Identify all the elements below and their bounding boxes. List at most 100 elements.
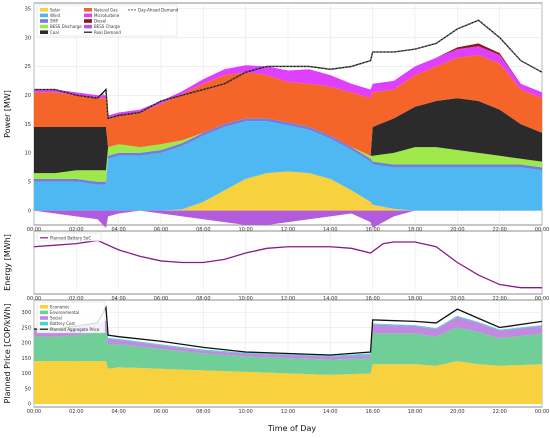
legend-swatch [40,316,48,320]
x-tick-label: 02:00 [69,227,83,233]
x-tick-label: 00:00 [27,409,41,415]
y-tick-label: 30 [25,35,31,41]
area-environmental [34,327,542,375]
x-tick-label: 02:00 [69,296,83,302]
legend-label: Wind [50,13,61,18]
legend-label: SHP [50,19,59,24]
y-tick-label: 250 [21,325,31,331]
x-tick-label: 16:00 [365,409,379,415]
x-tick-label: 00:00 [535,227,549,233]
y-tick-label: 150 [21,356,31,362]
legend-swatch [40,321,48,326]
x-tick-label: 06:00 [154,227,168,233]
area-microturbine [34,46,542,119]
legend: Planned Battery SoC [36,232,102,242]
legend-swatch [40,305,48,309]
x-tick-label: 20:00 [450,296,464,302]
x-tick-label: 14:00 [323,409,337,415]
legend-label: Day-Ahead Demand [138,7,179,12]
x-tick-label: 18:00 [408,296,422,302]
legend-label: Battery Cost [50,321,75,326]
legend-label: Social [50,316,62,321]
x-tick-label: 18:00 [408,227,422,233]
x-tick-label: 08:00 [196,227,210,233]
legend-swatch [84,13,92,18]
legend-label: Natural Gas [94,7,118,12]
x-tick-label: 06:00 [154,409,168,415]
y-tick-label: 50 [25,386,31,392]
legend-label: Planned Battery SoC [50,235,91,240]
area-bess-charge [34,210,542,228]
y-axis-label: Planned Price [COP/kWh] [3,304,12,404]
x-tick-label: 10:00 [238,296,252,302]
x-tick-label: 10:00 [238,409,252,415]
area-social [34,316,542,360]
area-bess-discharge [34,118,542,182]
x-tick-label: 22:00 [492,296,506,302]
x-tick-label: 20:00 [450,409,464,415]
x-tick-label: 08:00 [196,409,210,415]
y-axis-label: Energy [MWh] [3,234,12,291]
x-tick-label: 04:00 [111,227,125,233]
legend-swatch [84,19,92,23]
x-tick-label: 14:00 [323,227,337,233]
x-tick-label: 22:00 [492,227,506,233]
x-tick-label: 12:00 [281,409,295,415]
y-tick-label: 5 [28,180,31,186]
legend-label: Solar [50,7,61,12]
x-tick-label: 20:00 [450,227,464,233]
y-tick-label: 25 [25,64,31,70]
line-day-ahead-demand [34,19,543,119]
legend-swatch [40,24,48,29]
legend-swatch [40,13,48,18]
area-coal [34,98,542,174]
x-tick-label: 00:00 [535,296,549,302]
area-solar [34,171,542,211]
legend-swatch [84,8,92,12]
x-tick-label: 06:00 [154,296,168,302]
x-tick-label: 18:00 [408,409,422,415]
line-planned-battery-soc [33,239,542,289]
y-tick-label: 20 [25,93,31,99]
legend-label: Coal [50,30,59,35]
x-tick-label: 10:00 [238,227,252,233]
x-tick-label: 08:00 [196,296,210,302]
y-tick-label: 35 [25,7,31,13]
legend-label: Planned Aggregate Price [50,327,100,332]
legend-label: BESS Charge [94,24,121,29]
y-tick-label: 300 [21,310,31,316]
x-tick-label: 04:00 [111,409,125,415]
y-tick-label: 0 [28,402,31,408]
x-tick-label: 00:00 [27,296,41,302]
area-diesel [34,43,542,116]
area-natural-gas [34,54,542,156]
legend-label: Diesel [94,19,106,24]
legend-label: BESS Discharge [50,24,82,29]
legend-swatch [84,24,92,29]
panel-power: 00:00 02:00 04:00 06:00 08:00 10:00 12:00 14:00… [3,2,549,233]
legend-label: Microturbine [94,13,120,18]
x-tick-label: 12:00 [281,227,295,233]
y-tick-label: 10 [25,151,31,157]
x-tick-label: 00:00 [535,409,549,415]
x-tick-label: 16:00 [365,227,379,233]
x-tick-label: 02:00 [69,409,83,415]
legend-swatch [40,8,48,12]
legend-swatch [40,30,48,34]
legend-swatch [40,310,48,315]
legend-swatch [40,19,48,23]
legend-label: Economic [50,304,69,309]
area-wind [34,121,542,211]
y-tick-label: 100 [21,371,31,377]
legend-label: Environmental [50,310,79,315]
x-axis-label: Time of Day [267,424,316,433]
y-tick-label: 0 [28,208,31,214]
x-tick-label: 14:00 [323,296,337,302]
area-economic [34,361,542,404]
x-tick-label: 22:00 [492,409,506,415]
panel-price: 00:00 02:00 04:00 06:00 08:00 10:00 12:00 14:00… [3,299,549,415]
y-tick-label: 15 [25,122,31,128]
